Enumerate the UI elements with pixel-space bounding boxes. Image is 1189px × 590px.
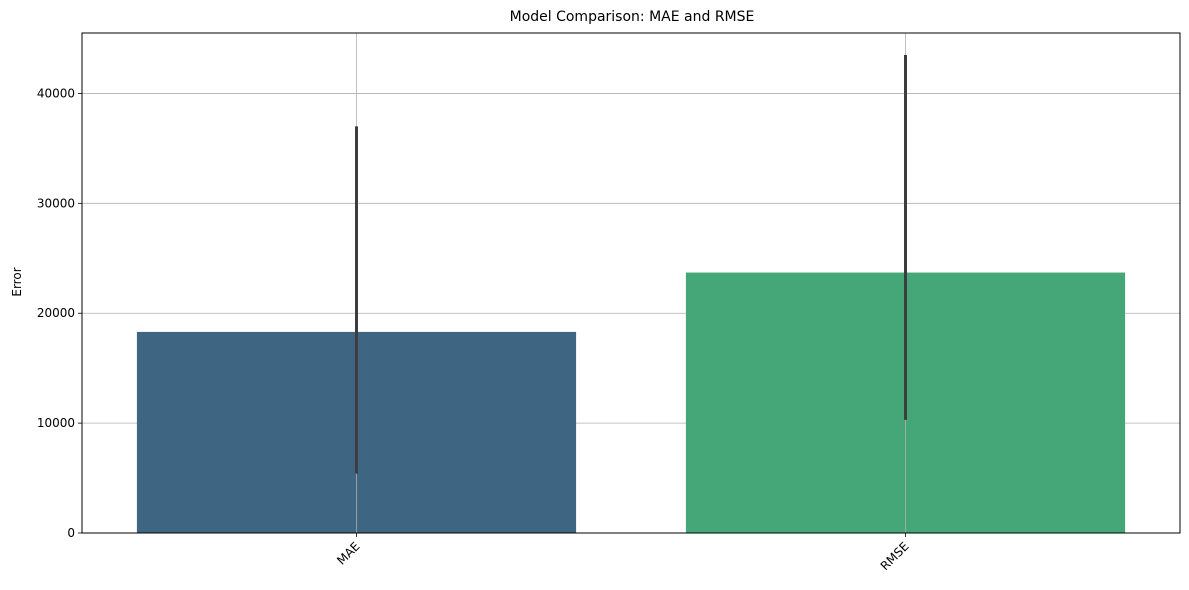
y-tick-label: 40000 (37, 86, 75, 100)
y-ticks: 0 10000 20000 30000 40000 (37, 86, 82, 540)
y-tick-label: 0 (67, 526, 75, 540)
plot-frame (81, 32, 1181, 534)
y-axis-label: Error (10, 267, 24, 296)
x-ticks: MAE RMSE (334, 533, 912, 573)
y-tick-label: 10000 (37, 416, 75, 430)
x-tick-label: RMSE (878, 539, 912, 573)
error-bars (355, 54, 907, 474)
chart-title: Model Comparison: MAE and RMSE (510, 9, 755, 25)
y-tick-label: 30000 (37, 196, 75, 210)
bars (136, 272, 1126, 533)
y-tick-label: 20000 (37, 306, 75, 320)
x-tick-label: MAE (334, 539, 362, 567)
